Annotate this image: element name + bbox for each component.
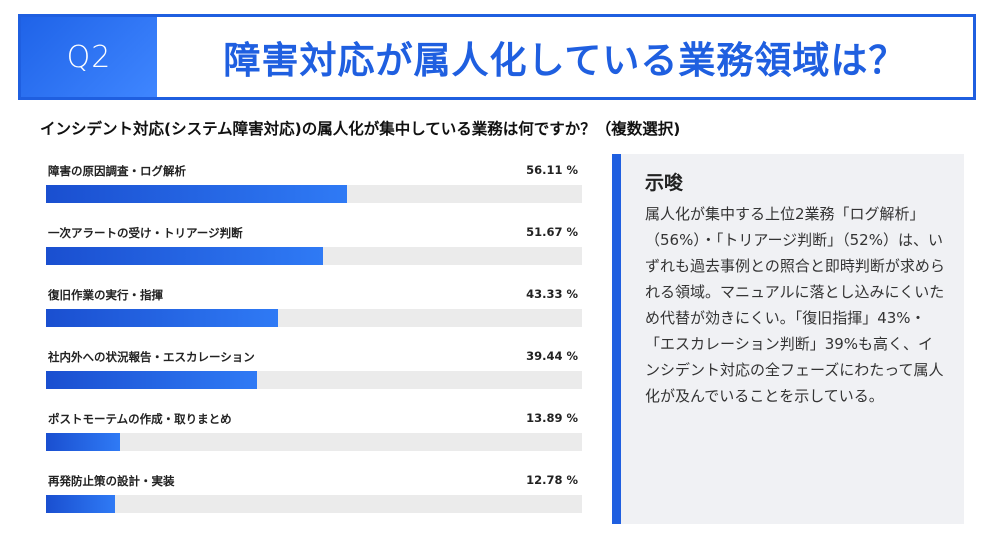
insight-panel: 示唆 属人化が集中する上位2業務「ログ解析」（56%）・「トリアージ判断」（52…: [612, 154, 964, 524]
bar-track: [46, 495, 582, 513]
bar-row: 障害の原因調査・ログ解析 56.11 %: [46, 160, 582, 220]
bar-value-label: 13.89 %: [526, 411, 578, 425]
bar-category-label: 障害の原因調査・ログ解析: [48, 164, 186, 178]
insight-body: 属人化が集中する上位2業務「ログ解析」（56%）・「トリアージ判断」（52%）は…: [645, 205, 945, 405]
bar-track: [46, 371, 582, 389]
bar: [46, 309, 279, 327]
insight-title: 示唆: [645, 172, 684, 194]
bar-category-label: 一次アラートの受け・トリアージ判断: [48, 226, 243, 240]
bar: [46, 185, 347, 203]
bar-row: 再発防止策の設計・実装 12.78 %: [46, 470, 582, 530]
bar-value-label: 43.33 %: [526, 287, 578, 301]
title-banner: Q2 障害対応が属人化している業務領域は？: [18, 14, 976, 100]
bar-value-label: 12.78 %: [526, 473, 578, 487]
bar-category-label: 復旧作業の実行・指揮: [48, 288, 163, 302]
bar-track: [46, 185, 582, 203]
bar-row: 社内外への状況報告・エスカレーション 39.44 %: [46, 346, 582, 406]
question-number-badge: Q2: [21, 17, 157, 97]
bar-chart: 障害の原因調査・ログ解析 56.11 % 一次アラートの受け・トリアージ判断 51.6…: [46, 160, 582, 530]
bar-value-label: 39.44 %: [526, 349, 578, 363]
bar-row: ポストモーテムの作成・取りまとめ 13.89 %: [46, 408, 582, 468]
bar-value-label: 56.11 %: [526, 163, 578, 177]
bar: [46, 371, 258, 389]
page-title: 障害対応が属人化している業務領域は？: [223, 39, 907, 82]
bar-track: [46, 309, 582, 327]
bar-value-label: 51.67 %: [526, 225, 578, 239]
bar-category-label: 再発防止策の設計・実装: [48, 474, 175, 488]
bar-track: [46, 433, 582, 451]
bar-category-label: 社内外への状況報告・エスカレーション: [48, 350, 255, 364]
bar: [46, 495, 115, 513]
bar-row: 復旧作業の実行・指揮 43.33 %: [46, 284, 582, 344]
bar-row: 一次アラートの受け・トリアージ判断 51.67 %: [46, 222, 582, 282]
bar-category-label: ポストモーテムの作成・取りまとめ: [48, 412, 232, 426]
bar: [46, 433, 121, 451]
bar-track: [46, 247, 582, 265]
survey-question: インシデント対応(システム障害対応)の属人化が集中している業務は何ですか？（複数…: [40, 120, 681, 138]
bar: [46, 247, 323, 265]
